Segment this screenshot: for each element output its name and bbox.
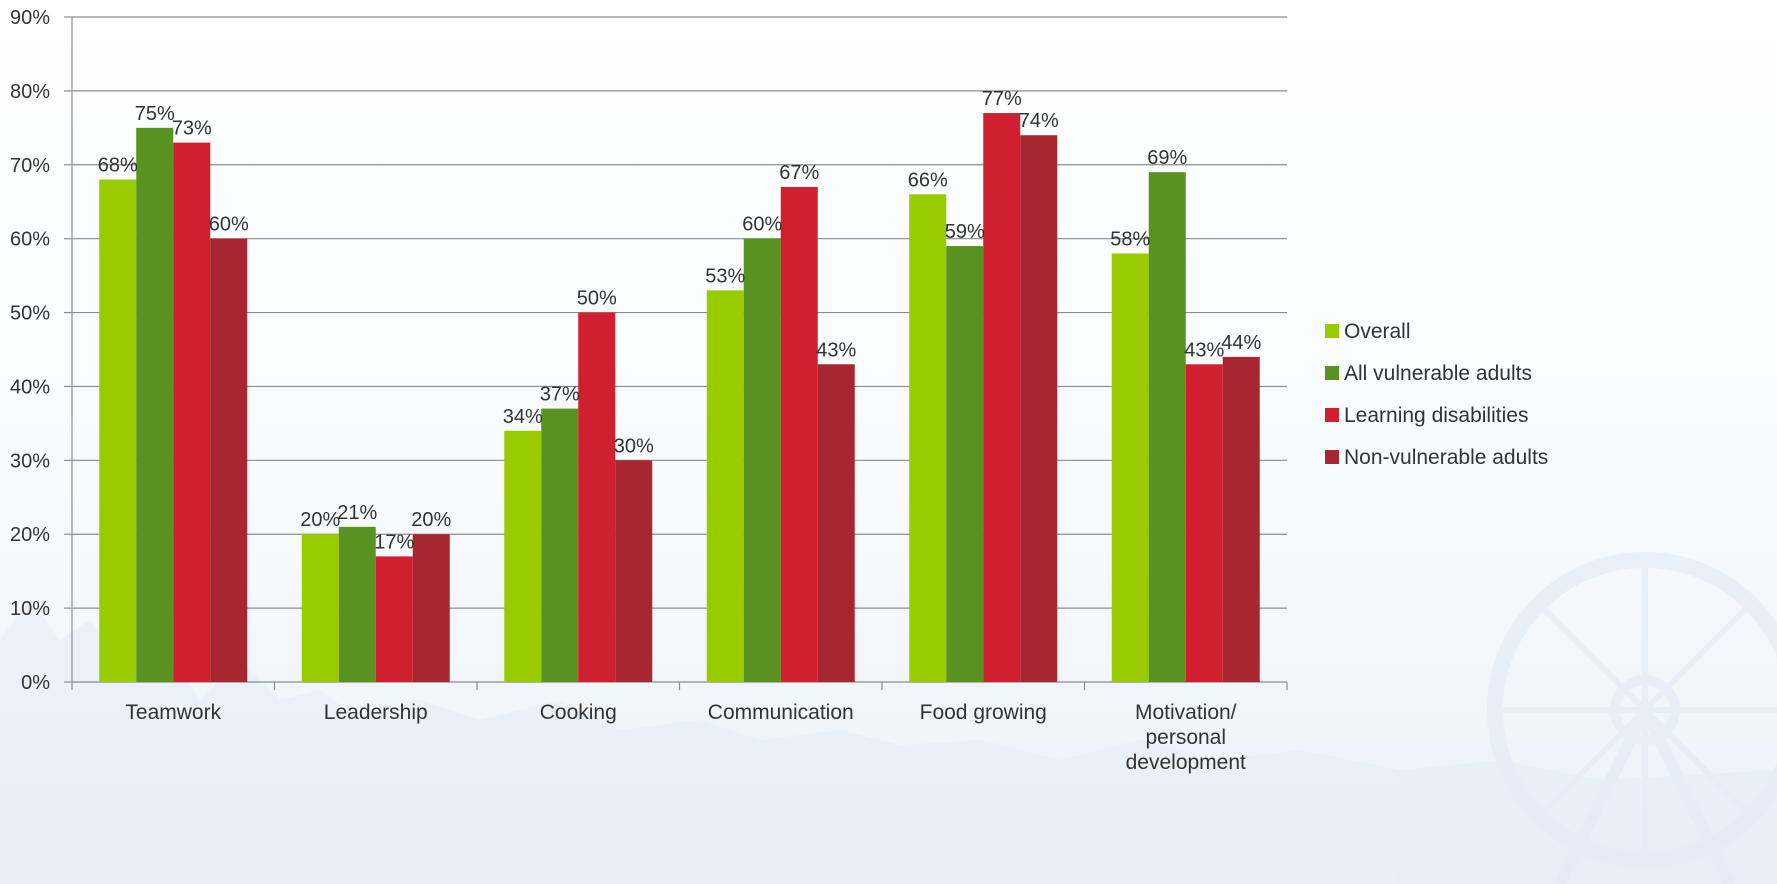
bar bbox=[210, 238, 248, 682]
data-label: 66% bbox=[908, 169, 948, 191]
data-label: 59% bbox=[945, 221, 985, 243]
y-tick-label: 60% bbox=[10, 229, 50, 251]
legend-swatch bbox=[1325, 408, 1339, 422]
data-label: 73% bbox=[172, 118, 212, 140]
data-label: 20% bbox=[411, 509, 451, 531]
data-label: 67% bbox=[779, 162, 819, 184]
bar bbox=[909, 194, 947, 683]
bar bbox=[338, 526, 376, 682]
x-category-label: Food growing bbox=[920, 701, 1047, 724]
bar bbox=[743, 238, 781, 682]
bar bbox=[578, 312, 616, 682]
data-label: 43% bbox=[816, 339, 856, 361]
legend-swatch bbox=[1325, 450, 1339, 464]
data-label: 17% bbox=[374, 531, 414, 553]
bar bbox=[817, 364, 855, 682]
bar bbox=[615, 460, 653, 682]
bar bbox=[1020, 135, 1058, 682]
bar bbox=[983, 113, 1021, 683]
x-category-label: Leadership bbox=[324, 701, 428, 724]
background-watermark bbox=[0, 552, 1777, 884]
data-label: 53% bbox=[705, 265, 745, 287]
y-tick-label: 50% bbox=[10, 303, 50, 325]
x-category-label: Teamwork bbox=[125, 701, 221, 724]
bar bbox=[375, 556, 413, 682]
bar bbox=[99, 179, 137, 683]
data-label: 43% bbox=[1184, 339, 1224, 361]
legend-label: All vulnerable adults bbox=[1344, 362, 1532, 385]
bar bbox=[1148, 172, 1186, 682]
data-label: 58% bbox=[1110, 228, 1150, 250]
legend-label: Non-vulnerable adults bbox=[1344, 446, 1548, 469]
y-tick-label: 20% bbox=[10, 524, 50, 546]
data-label: 30% bbox=[614, 435, 654, 457]
data-label: 50% bbox=[577, 288, 617, 310]
data-label: 44% bbox=[1221, 332, 1261, 354]
y-tick-label: 10% bbox=[10, 598, 50, 620]
bar bbox=[504, 430, 542, 682]
axes: 0% 10% 20% 30% 40% 50% 60% 70% 80% 90% Teamwork Lea… bbox=[10, 7, 1288, 774]
bar bbox=[946, 246, 984, 683]
data-label: 75% bbox=[135, 103, 175, 125]
y-tick-label: 80% bbox=[10, 81, 50, 103]
legend-swatch bbox=[1325, 324, 1339, 338]
y-tick-label: 30% bbox=[10, 450, 50, 472]
data-label: 77% bbox=[982, 88, 1022, 110]
bar bbox=[1222, 356, 1260, 682]
bars bbox=[99, 113, 1260, 683]
bar bbox=[780, 186, 818, 682]
legend-swatch bbox=[1325, 366, 1339, 380]
y-tick-label: 90% bbox=[10, 7, 50, 29]
x-category-label: Motivation/personal development bbox=[1126, 701, 1246, 774]
data-label: 20% bbox=[300, 509, 340, 531]
bar bbox=[301, 534, 339, 682]
bar bbox=[173, 142, 211, 683]
y-tick-label: 0% bbox=[21, 672, 50, 694]
data-label: 68% bbox=[98, 155, 138, 177]
bar bbox=[1111, 253, 1149, 682]
data-label: 60% bbox=[209, 214, 249, 236]
data-labels: 68%75%73%60%20%21%17%20%34%37%50%30%53%6… bbox=[98, 88, 1262, 553]
data-label: 60% bbox=[742, 214, 782, 236]
x-category-label: Cooking bbox=[540, 701, 617, 724]
gridlines bbox=[72, 16, 1287, 609]
legend-label: Overall bbox=[1344, 320, 1411, 343]
data-label: 74% bbox=[1019, 110, 1059, 132]
y-tick-label: 40% bbox=[10, 376, 50, 398]
bar bbox=[541, 408, 579, 682]
x-category-label: Communication bbox=[708, 701, 854, 724]
data-label: 21% bbox=[337, 502, 377, 524]
bar bbox=[412, 534, 450, 682]
legend: Overall All vulnerable adults Learning dis… bbox=[1325, 320, 1548, 469]
legend-label: Learning disabilities bbox=[1344, 404, 1528, 427]
bar bbox=[136, 127, 174, 683]
y-tick-label: 70% bbox=[10, 155, 50, 177]
data-label: 34% bbox=[503, 406, 543, 428]
data-label: 69% bbox=[1147, 147, 1187, 169]
bar bbox=[1185, 364, 1223, 682]
data-label: 37% bbox=[540, 384, 580, 406]
bar bbox=[706, 290, 744, 682]
